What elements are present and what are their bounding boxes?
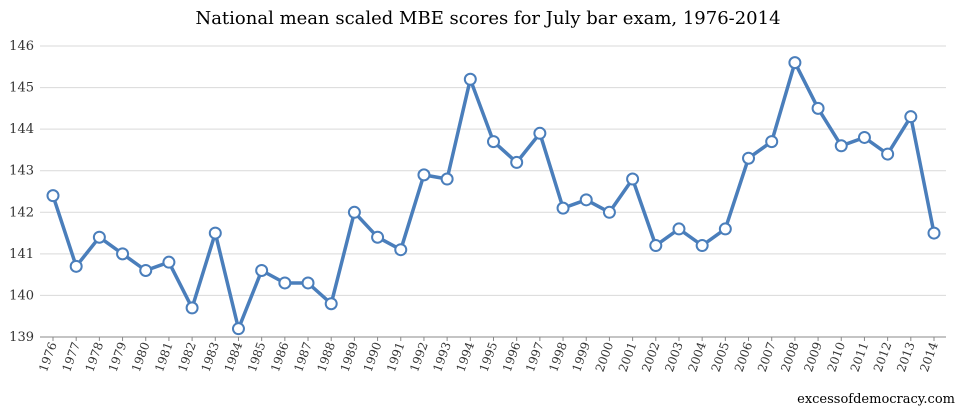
y-tick-label: 146 (9, 39, 34, 54)
x-tick-label: 2011 (848, 340, 872, 373)
x-tick-label: 1997 (523, 340, 547, 373)
y-tick-label: 143 (9, 164, 34, 179)
y-tick-label: 145 (9, 81, 34, 96)
x-tick-label: 1987 (291, 340, 315, 373)
data-point (301, 276, 315, 290)
x-tick-label: 1999 (569, 340, 593, 373)
data-point (371, 230, 385, 244)
markers (46, 56, 941, 336)
y-tick-label: 142 (9, 205, 34, 220)
x-tick-label: 1990 (361, 340, 385, 373)
x-tick-label: 2012 (871, 340, 895, 373)
x-tick-label: 2013 (894, 340, 918, 373)
source-watermark: excessofdemocracy.com (797, 392, 955, 407)
data-point (834, 139, 848, 153)
data-point (904, 110, 918, 124)
x-tick-label: 1981 (152, 340, 176, 373)
data-point (626, 172, 640, 186)
data-point (556, 201, 570, 215)
data-point (139, 263, 153, 277)
x-tick-label: 1977 (59, 340, 83, 373)
x-tick-label: 2001 (616, 340, 640, 373)
data-point (695, 239, 709, 253)
x-tick-label: 2014 (917, 340, 941, 374)
data-point (347, 205, 361, 219)
x-tick-label: 1978 (83, 340, 107, 373)
x-tick-label: 1989 (338, 340, 362, 373)
data-point (208, 226, 222, 240)
data-point (579, 193, 593, 207)
data-point (742, 151, 756, 165)
x-tick-label: 1980 (129, 340, 153, 373)
x-tick-label: 2010 (824, 340, 848, 373)
y-tick-label: 141 (9, 247, 34, 262)
data-point (69, 259, 83, 273)
data-point (533, 126, 547, 140)
data-point (927, 226, 941, 240)
y-tick-label: 144 (9, 122, 34, 137)
data-point (811, 101, 825, 115)
x-tick-label: 1988 (314, 340, 338, 373)
y-tick-label: 140 (9, 288, 34, 303)
data-point (649, 239, 663, 253)
data-point (46, 189, 60, 203)
data-point (718, 222, 732, 236)
x-tick-label: 1982 (175, 340, 199, 373)
data-point (394, 243, 408, 257)
data-point (185, 301, 199, 315)
data-point (672, 222, 686, 236)
x-tick-label: 1979 (106, 340, 130, 373)
data-point (765, 135, 779, 149)
x-tick-label: 1991 (384, 340, 408, 373)
data-point (881, 147, 895, 161)
x-tick-label: 1993 (430, 340, 454, 373)
x-tick-label: 1996 (500, 340, 524, 373)
x-tick-label: 2006 (732, 340, 756, 373)
x-tick-label: 1992 (407, 340, 431, 373)
data-point (602, 205, 616, 219)
x-tick-label: 2004 (685, 340, 709, 374)
y-tick-label: 139 (9, 330, 34, 345)
data-point (487, 135, 500, 149)
x-tick-label: 1986 (268, 340, 292, 373)
data-point (440, 172, 454, 186)
x-axis: 1976 1977 1978 1979 1980 1981 1982 1983 1984 1985… (36, 336, 946, 374)
data-point (463, 72, 477, 86)
data-point (788, 56, 802, 70)
x-tick-label: 1998 (546, 340, 570, 373)
x-tick-label: 1984 (222, 340, 246, 374)
x-tick-label: 2009 (801, 340, 825, 373)
series-layer (51, 60, 936, 331)
data-point (92, 230, 106, 244)
y-axis: 139 140 141 142 143 144 145 146 (9, 39, 34, 345)
data-point (510, 155, 524, 169)
x-tick-label: 2005 (709, 340, 733, 373)
x-tick-label: 1983 (199, 340, 223, 373)
gridlines (40, 45, 946, 296)
x-tick-label: 2008 (778, 340, 802, 373)
data-point (255, 263, 269, 277)
x-tick-label: 1985 (245, 340, 269, 373)
series-line (51, 60, 936, 331)
x-tick-label: 2003 (662, 340, 686, 373)
x-tick-label: 2007 (755, 340, 779, 373)
x-tick-label: 2000 (593, 340, 617, 373)
x-tick-label: 2002 (639, 340, 663, 373)
data-point (417, 168, 431, 182)
data-point (116, 247, 130, 261)
x-tick-label: 1994 (454, 340, 478, 374)
data-point (278, 276, 292, 290)
data-point (231, 322, 245, 336)
x-tick-label: 1995 (477, 340, 501, 373)
data-point (324, 297, 338, 311)
data-point (857, 130, 871, 144)
x-tick-label: 1976 (36, 340, 60, 373)
chart-title: National mean scaled MBE scores for July… (195, 8, 780, 29)
data-point (162, 255, 176, 269)
